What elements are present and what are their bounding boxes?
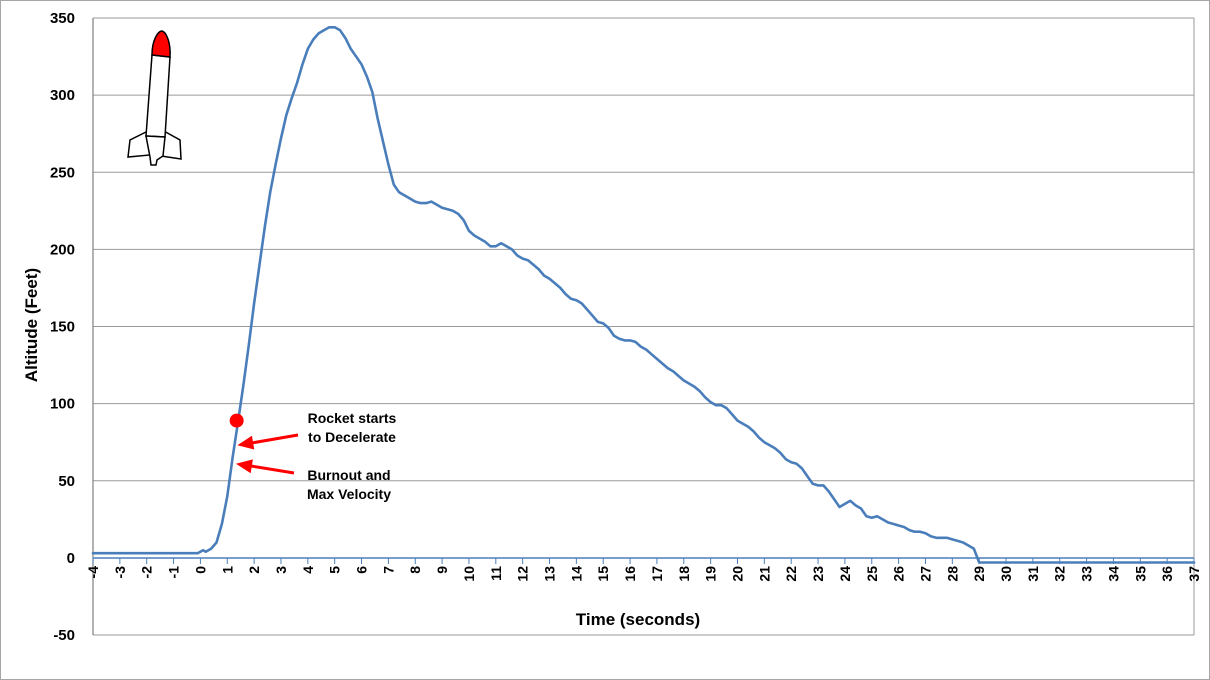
x-tick-label: 1 [219, 566, 235, 574]
rocket-icon [127, 30, 182, 166]
x-tick-label: 16 [622, 566, 638, 582]
y-tick-label: 350 [50, 10, 75, 27]
x-tick-label: 37 [1186, 566, 1202, 582]
x-tick-label: 22 [783, 566, 799, 582]
x-tick-label: 33 [1079, 566, 1095, 582]
x-tick-label: 20 [729, 566, 745, 582]
x-tick-label: -4 [85, 566, 101, 579]
annotation-text: Rocket starts [308, 410, 397, 426]
series-layer [91, 26, 1196, 564]
x-tick-label: 3 [273, 566, 289, 574]
annotation-arrowhead [237, 435, 255, 450]
x-tick-label: 28 [944, 566, 960, 582]
x-tick-label: 9 [434, 566, 450, 574]
y-tick-label: 300 [50, 87, 75, 104]
x-tick-label: 17 [649, 566, 665, 582]
x-tick-label: 29 [971, 566, 987, 582]
y-tick-label: 200 [50, 241, 75, 258]
x-tick-label: 35 [1132, 566, 1148, 582]
y-tick-label: 250 [50, 164, 75, 181]
x-tick-label: 5 [327, 566, 343, 574]
x-tick-label: -2 [139, 566, 155, 579]
x-tick-label: 31 [1025, 566, 1041, 582]
annotation-text: Max Velocity [307, 486, 391, 502]
x-tick-label: 6 [354, 566, 370, 574]
series-line-0 [91, 26, 1196, 564]
y-tick-label: -50 [53, 627, 75, 644]
y-tick-label: 0 [67, 550, 75, 567]
x-tick-label: 12 [515, 566, 531, 582]
x-tick-label: 15 [595, 566, 611, 582]
x-tick-label: 10 [461, 566, 477, 582]
x-tick-label: 8 [407, 566, 423, 574]
x-tick-label: 19 [703, 566, 719, 582]
x-tick-labels: -4 -3 -2 -1 0 1 2 3 4 5 6 7 8 9 10 11 12 13 14 15 16 17 18 19 20… [85, 566, 1202, 582]
x-tick-label: 25 [864, 566, 880, 582]
x-tick-label: 36 [1159, 566, 1175, 582]
x-tick-label: 7 [380, 566, 396, 574]
decelerate-marker [229, 413, 244, 428]
x-tick-label: 4 [300, 566, 316, 574]
annotation-arrow [247, 433, 299, 446]
y-tick-label: 50 [58, 473, 75, 490]
annotations: Rocket starts to Decelerate Burnout and Max… [235, 410, 397, 502]
x-tick-label: 13 [542, 566, 558, 582]
annotation-arrowhead [235, 459, 253, 474]
annotation-arrow [245, 463, 295, 475]
x-tick-label: -1 [166, 566, 182, 579]
y-axis-title: Altitude (Feet) [22, 268, 41, 382]
x-tick-label: 23 [810, 566, 826, 582]
x-axis [92, 557, 1195, 564]
x-tick-label: 24 [837, 566, 853, 582]
grid-lines [92, 17, 1195, 636]
annotation-text: Burnout and [307, 467, 390, 483]
y-tick-labels: 350 300 250 200 150 100 50 0 -50 [50, 10, 75, 644]
annotation-text: to Decelerate [308, 429, 396, 445]
x-axis-title: Time (seconds) [576, 610, 700, 629]
y-tick-label: 100 [50, 396, 75, 413]
x-tick-label: 27 [917, 566, 933, 582]
x-tick-label: 21 [756, 566, 772, 582]
x-tick-label: 14 [568, 566, 584, 582]
x-tick-label: 32 [1052, 566, 1068, 582]
x-tick-label: 30 [998, 566, 1014, 582]
x-tick-label: -3 [112, 566, 128, 579]
x-tick-label: 2 [246, 566, 262, 574]
x-tick-label: 0 [192, 566, 208, 574]
x-tick-label: 11 [488, 566, 504, 581]
x-tick-label: 26 [891, 566, 907, 582]
y-tick-label: 150 [50, 319, 75, 336]
x-tick-label: 18 [676, 566, 692, 582]
x-tick-label: 34 [1105, 566, 1121, 582]
